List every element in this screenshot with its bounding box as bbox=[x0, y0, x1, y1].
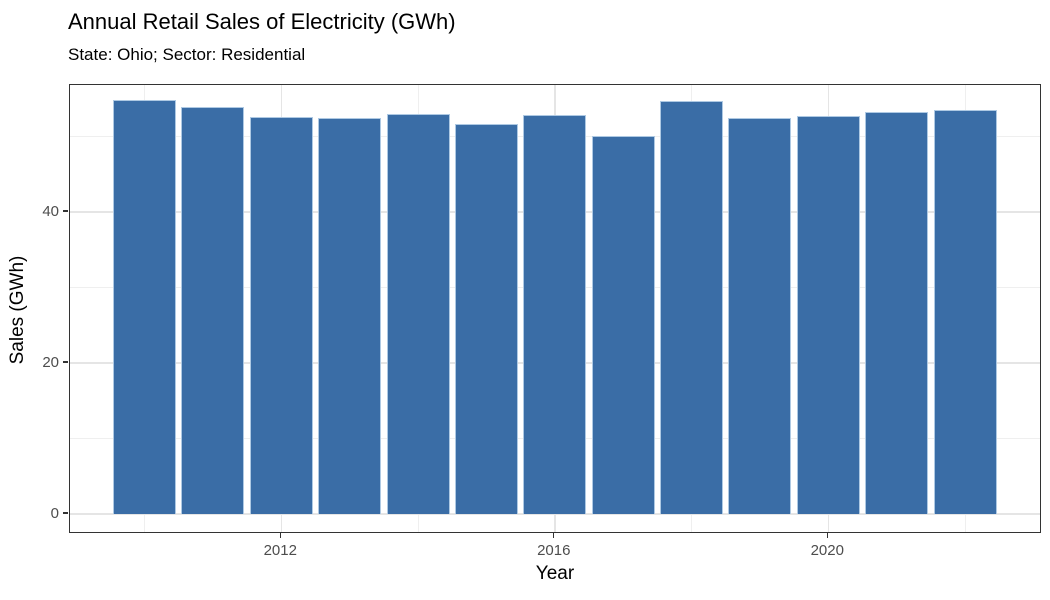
y-tick-mark bbox=[63, 512, 68, 514]
bar-2011 bbox=[181, 107, 245, 514]
y-tick-mark bbox=[63, 210, 68, 212]
x-tick-mark bbox=[826, 533, 828, 538]
bar-2022 bbox=[933, 110, 997, 514]
x-axis-title: Year bbox=[535, 563, 575, 584]
x-tick-label: 2012 bbox=[263, 542, 297, 559]
plot-panel bbox=[69, 84, 1041, 533]
y-major-gridline bbox=[70, 513, 1040, 515]
x-tick-label: 2020 bbox=[810, 542, 844, 559]
bar-2016 bbox=[523, 115, 587, 514]
bar-2012 bbox=[249, 116, 313, 514]
bar-2020 bbox=[796, 116, 860, 514]
bar-2019 bbox=[728, 117, 792, 514]
y-tick-mark bbox=[63, 361, 68, 363]
x-tick-mark bbox=[553, 533, 555, 538]
bar-2021 bbox=[865, 111, 929, 514]
y-tick-label: 0 bbox=[50, 504, 59, 522]
bar-2013 bbox=[318, 118, 382, 514]
y-tick-label: 20 bbox=[42, 353, 59, 371]
bar-2017 bbox=[591, 135, 655, 514]
bar-2014 bbox=[386, 113, 450, 514]
y-tick-label: 40 bbox=[42, 202, 59, 220]
chart-title: Annual Retail Sales of Electricity (GWh) bbox=[68, 9, 456, 34]
y-axis-title: Sales (GWh) bbox=[7, 255, 28, 365]
bar-2010 bbox=[113, 99, 176, 514]
chart-subtitle: State: Ohio; Sector: Residential bbox=[68, 45, 306, 64]
x-tick-label: 2016 bbox=[537, 542, 571, 559]
x-tick-mark bbox=[279, 533, 281, 538]
bar-2018 bbox=[660, 101, 723, 514]
bar-2015 bbox=[454, 123, 518, 514]
